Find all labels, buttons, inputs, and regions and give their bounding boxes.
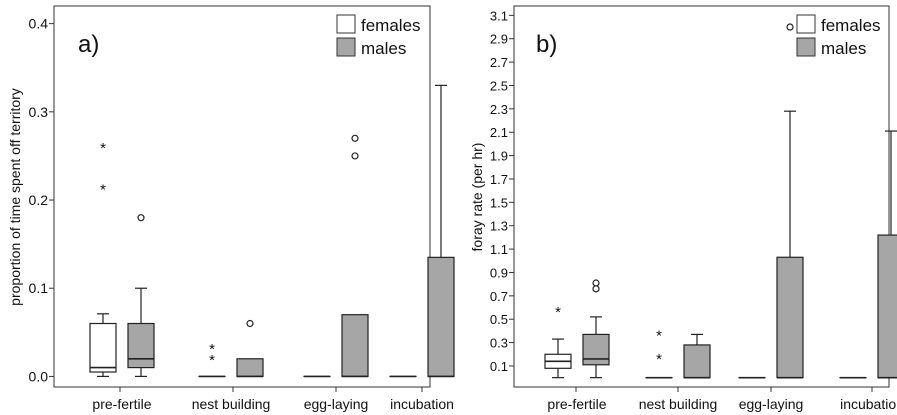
boxes-a: **** — [89, 84, 455, 378]
panel-label-a: a) — [78, 31, 99, 58]
x-tick-label-a: nest building — [192, 396, 271, 412]
outlier-point — [351, 134, 359, 142]
y-tick-label-b: 2.1 — [490, 125, 508, 140]
box-females-a: ** — [89, 140, 117, 378]
outlier-point — [786, 23, 794, 31]
boxes-b: *** — [544, 23, 897, 379]
y-tick-label-b: 1.1 — [490, 242, 508, 257]
y-tick-label-b: 0.3 — [490, 336, 508, 351]
box-females-b: * — [544, 304, 572, 379]
box-iqr — [582, 333, 610, 366]
y-tick-label-b: 0.1 — [490, 359, 508, 374]
extreme-point: * — [555, 304, 561, 321]
extreme-point: * — [209, 341, 215, 358]
x-tick-label-b: pre-fertile — [547, 396, 606, 412]
y-tick-label-b: 3.1 — [490, 8, 508, 23]
y-tick-label-b: 2.3 — [490, 102, 508, 117]
legend-swatch-males-b — [796, 37, 816, 57]
y-tick-label-b: 1.7 — [490, 172, 508, 187]
box-females-a: ** — [198, 341, 226, 378]
extreme-point: * — [100, 140, 106, 157]
legend-b: females males — [796, 14, 881, 58]
y-tick-label-a: 0.0 — [29, 368, 49, 384]
panel-a: a) proportion of time spent off territor… — [7, 5, 455, 412]
plot-frame-a — [53, 5, 431, 388]
legend-swatch-females-a — [336, 14, 356, 34]
outlier-point — [592, 285, 600, 293]
x-tick-label-b: egg-laying — [739, 396, 804, 412]
y-axis-label-b: foray rate (per hr) — [469, 143, 485, 252]
box-iqr — [683, 344, 711, 379]
y-tick-label-b: 0.5 — [490, 312, 508, 327]
outlier-point — [351, 152, 359, 160]
x-tick-label-a: incubation — [390, 396, 454, 412]
y-tick-label-a: 0.3 — [29, 104, 49, 120]
y-tick-label-b: 0.7 — [490, 289, 508, 304]
y-tick-label-a: 0.4 — [29, 16, 49, 32]
x-tick-label-b: incubation — [840, 396, 897, 412]
box-males-b — [683, 333, 711, 379]
outlier-point — [592, 279, 600, 287]
y-tick-label-b: 1.5 — [490, 195, 508, 210]
y-tick-label-b: 2.7 — [490, 55, 508, 70]
box-iqr — [776, 256, 804, 379]
extreme-point: * — [209, 352, 215, 369]
y-tick-label-b: 1.9 — [490, 149, 508, 164]
box-iqr — [427, 256, 455, 378]
box-iqr — [877, 234, 897, 379]
legend-swatch-males-a — [336, 37, 356, 57]
x-tick-label-a: egg-laying — [304, 396, 369, 412]
outlier-point — [246, 319, 254, 328]
panel-b: b) foray rate (per hr) females males ***… — [469, 5, 897, 412]
y-tick-label-b: 2.5 — [490, 78, 508, 93]
box-males-a — [236, 319, 264, 378]
box-iqr — [341, 314, 369, 378]
legend-swatch-females-b — [796, 14, 816, 34]
x-tick-label-a: pre-fertile — [92, 396, 151, 412]
box-males-b — [582, 279, 610, 379]
legend-label-males-b: males — [821, 39, 866, 58]
y-tick-label-a: 0.2 — [29, 192, 49, 208]
x-tick-label-b: nest building — [639, 396, 718, 412]
y-tick-label-b: 0.9 — [490, 265, 508, 280]
plot-frame-b — [513, 5, 890, 388]
outlier-point — [137, 214, 145, 222]
legend-a: females males — [336, 14, 421, 58]
extreme-point: * — [656, 351, 662, 368]
box-females-b: ** — [645, 327, 673, 379]
box-males-a — [127, 214, 155, 378]
extreme-point: * — [656, 327, 662, 344]
box-iqr — [236, 358, 264, 378]
legend-label-males-a: males — [361, 39, 406, 58]
box-males-a — [427, 84, 455, 378]
y-tick-label-a: 0.1 — [29, 280, 49, 296]
legend-label-females-a: females — [361, 16, 421, 35]
box-iqr — [127, 322, 155, 369]
extreme-point: * — [100, 182, 106, 199]
box-iqr — [89, 322, 117, 373]
y-tick-label-b: 1.3 — [490, 219, 508, 234]
y-axis-label-a: proportion of time spent off territory — [7, 88, 23, 306]
panel-label-b: b) — [536, 31, 557, 58]
box-males-b — [877, 130, 897, 379]
box-males-a — [341, 134, 369, 378]
box-males-b — [776, 23, 804, 379]
legend-label-females-b: females — [821, 16, 881, 35]
y-tick-label-b: 2.9 — [490, 32, 508, 47]
